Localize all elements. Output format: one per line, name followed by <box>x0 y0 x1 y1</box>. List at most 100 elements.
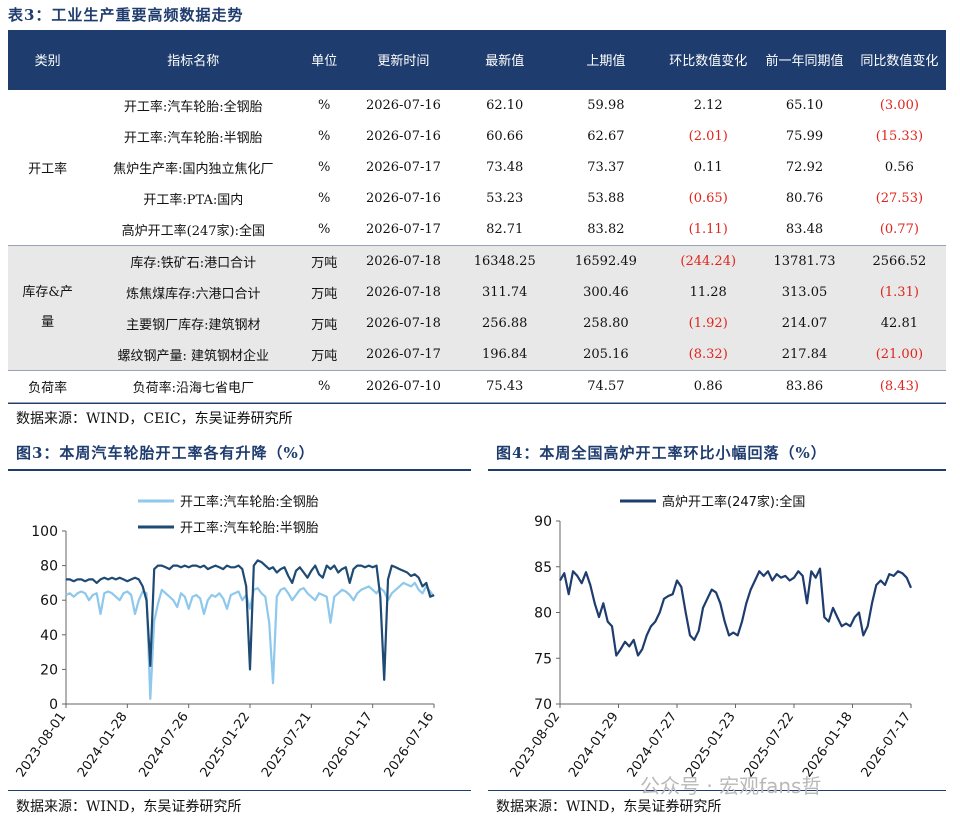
cell-latest: 75.43 <box>457 370 552 403</box>
cell-yoy: (8.43) <box>852 370 946 403</box>
header-yoy-prev: 前一年同期值 <box>756 32 853 90</box>
header-mom: 环比数值变化 <box>660 32 757 90</box>
figure3-title: 图3：本周汽车轮胎开工率各有升降（%） <box>16 444 315 462</box>
cell-prev: 258.80 <box>551 308 661 339</box>
y-tick-label: 70 <box>534 697 552 713</box>
cell-yoy: (21.00) <box>852 339 946 371</box>
cell-prev: 83.82 <box>551 214 661 246</box>
x-tick-label: 2024-01-29 <box>566 710 622 781</box>
table-row: 焦炉生产率:国内独立焦化厂% 2026-07-17 73.48 73.37 0.11 72… <box>8 152 946 183</box>
cell-prev: 300.46 <box>551 277 661 308</box>
cell-yoy-prev: 83.86 <box>756 370 853 403</box>
y-tick-label: 80 <box>40 559 58 575</box>
legend-label-2: 开工率:汽车轮胎:半钢胎 <box>180 520 319 536</box>
table-header-row: 类别 指标名称 单位 更新时间 最新值 上期值 环比数值变化 前一年同期值 同比… <box>8 32 946 90</box>
cell-date: 2026-07-17 <box>349 214 458 246</box>
wechat-watermark: 公众号 · 宏观fans哲 <box>640 774 822 798</box>
cell-yoy: (27.53) <box>875 191 924 206</box>
cell-unit: % <box>299 214 350 246</box>
figure4-source: 数据来源：WIND，东吴证券研究所 <box>496 799 722 815</box>
x-tick-label: 2024-01-28 <box>75 710 131 781</box>
cell-yoy-prev: 13781.73 <box>756 245 853 277</box>
legend-label-1: 开工率:汽车轮胎:全钢胎 <box>180 494 319 510</box>
header-latest: 最新值 <box>457 32 552 90</box>
cell-yoy-prev: 65.10 <box>785 98 824 113</box>
cell-name: 主要钢厂库存:建筑钢材 <box>87 308 300 339</box>
cell-latest: 16348.25 <box>457 245 552 277</box>
cell-unit: % <box>318 129 331 144</box>
y-tick-label: 80 <box>534 606 552 622</box>
cell-mom: (1.11) <box>660 214 757 246</box>
cell-yoy: 0.56 <box>884 160 914 175</box>
x-tick-label: 2023-08-02 <box>508 710 564 781</box>
table-row: 负荷率 负荷率:沿海七省电厂% 2026-07-10 75.43 74.57 0.86 83… <box>8 370 946 403</box>
cell-unit: % <box>299 370 350 403</box>
y-tick-label: 85 <box>534 560 552 576</box>
series-line-1 <box>65 581 435 700</box>
y-tick-label: 60 <box>40 593 58 609</box>
figure3-source: 数据来源：WIND，东吴证券研究所 <box>16 799 242 815</box>
cell-prev: 74.57 <box>551 370 661 403</box>
header-yoy: 同比数值变化 <box>852 32 946 90</box>
figure4-title: 图4：本周全国高炉开工率环比小幅回落（%） <box>496 444 827 462</box>
cell-mom: 0.86 <box>660 370 757 403</box>
cell-name: 高炉开工率(247家):全国 <box>87 214 300 246</box>
cell-unit: 万吨 <box>299 308 350 339</box>
cell-mom: 0.11 <box>693 160 723 175</box>
cell-date: 2026-07-18 <box>349 308 458 339</box>
cell-mom: (1.92) <box>660 308 757 339</box>
x-tick-label: 2026-01-17 <box>320 710 376 781</box>
cell-unit: % <box>318 160 331 175</box>
x-tick-label: 2024-07-26 <box>136 710 192 781</box>
cell-yoy: 42.81 <box>852 308 946 339</box>
x-tick-label: 2025-07-21 <box>259 710 315 781</box>
cell-unit: 万吨 <box>299 339 350 371</box>
series-line-1 <box>559 567 913 657</box>
cell-unit: 万吨 <box>299 277 350 308</box>
figure4-bottom-rule <box>488 790 946 791</box>
cell-yoy: (0.77) <box>852 214 946 246</box>
cell-yoy: (3.00) <box>879 98 919 113</box>
industrial-data-table: 类别 指标名称 单位 更新时间 最新值 上期值 环比数值变化 前一年同期值 同比… <box>8 32 946 403</box>
cell-date: 2026-07-17 <box>365 160 441 175</box>
table-row: 主要钢厂库存:建筑钢材 万吨 2026-07-18 256.88 258.80 (1.92… <box>8 308 946 339</box>
cell-mom: (8.32) <box>660 339 757 371</box>
cell-mom: 11.28 <box>660 277 757 308</box>
cell-unit: % <box>318 98 331 113</box>
cell-prev: 16592.49 <box>551 245 661 277</box>
cell-prev: 205.16 <box>551 339 661 371</box>
cell-date: 2026-07-10 <box>349 370 458 403</box>
cell-yoy: (15.33) <box>875 129 924 144</box>
y-tick-label: 20 <box>40 662 58 678</box>
cell-mom: (244.24) <box>660 245 757 277</box>
cell-unit: % <box>318 191 331 206</box>
cell-date: 2026-07-16 <box>365 191 441 206</box>
cell-date: 2026-07-17 <box>349 339 458 371</box>
cell-yoy-prev: 313.05 <box>756 277 853 308</box>
y-tick-label: 0 <box>49 697 58 713</box>
cell-latest: 256.88 <box>457 308 552 339</box>
table-row: 开工率:PTA:国内% 2026-07-16 53.23 53.88 (0.65) 80.… <box>8 183 946 214</box>
cell-mom: 2.12 <box>693 98 723 113</box>
x-tick-label: 2026-07-17 <box>859 710 915 781</box>
category-cell: 负荷率 <box>8 370 88 403</box>
y-tick-label: 100 <box>31 524 58 540</box>
cell-yoy-prev: 72.92 <box>785 160 824 175</box>
header-date: 更新时间 <box>349 32 458 90</box>
cell-yoy-prev: 80.76 <box>785 191 824 206</box>
cell-name: 库存:铁矿石:港口合计 <box>87 245 300 277</box>
table-row: 库存&产量 库存:铁矿石:港口合计 万吨 2026-07-18 16348.25 1659… <box>8 245 946 371</box>
cell-name: 螺纹钢产量: 建筑钢材企业 <box>87 339 300 371</box>
cell-latest: 53.23 <box>486 191 524 206</box>
cell-name: 焦炉生产率:国内独立焦化厂 <box>113 162 274 177</box>
header-prev: 上期值 <box>551 32 661 90</box>
table-row: 高炉开工率(247家):全国% 2026-07-17 82.71 83.82 (1.11… <box>8 214 946 246</box>
x-tick-label: 2023-08-01 <box>14 710 70 781</box>
table-row: 炼焦煤库存:六港口合计 万吨 2026-07-18 311.74 300.46 11.28… <box>8 277 946 308</box>
table-title: 表3：工业生产重要高频数据走势 <box>8 6 244 24</box>
cell-prev: 73.37 <box>587 160 625 175</box>
cell-latest: 82.71 <box>457 214 552 246</box>
cell-latest: 60.66 <box>486 129 524 144</box>
cell-yoy-prev: 75.99 <box>785 129 824 144</box>
